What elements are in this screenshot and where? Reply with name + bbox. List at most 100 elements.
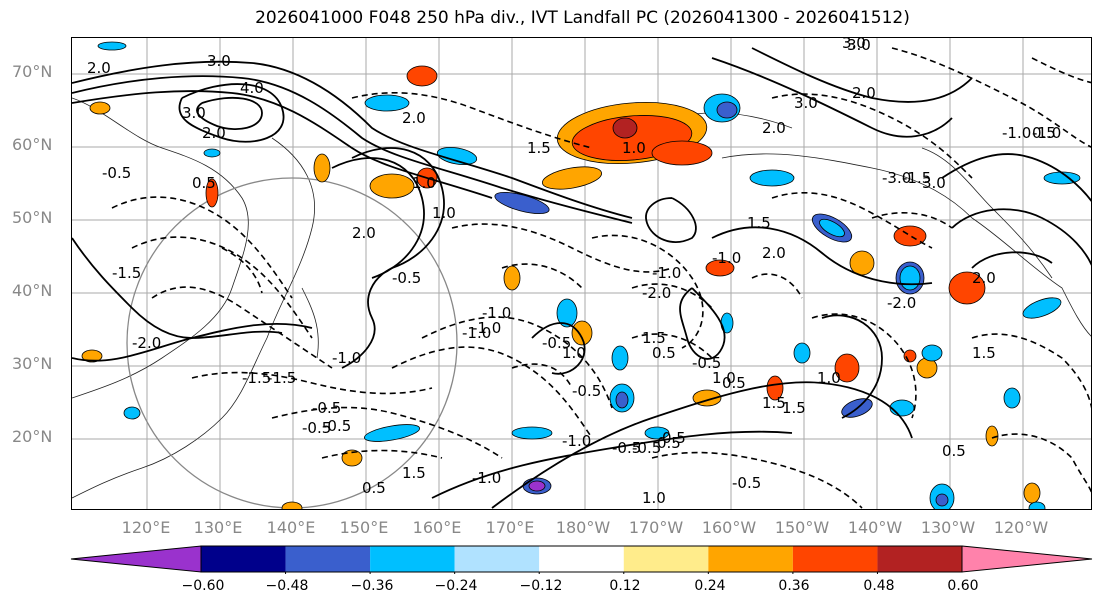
colorbar-tick-label: 0.36 [778, 578, 810, 594]
contour-positive [711, 57, 953, 138]
contour-negative [631, 283, 713, 309]
contour-label: 1.5 [972, 344, 996, 362]
colorbar-tick-label: 0.48 [863, 578, 895, 594]
divergence-cell [571, 320, 593, 346]
divergence-cell [503, 265, 521, 291]
coastline [301, 287, 319, 359]
colorbar-segment [285, 546, 371, 572]
colorbar-segment [539, 546, 624, 572]
contour-positive [196, 96, 263, 130]
contour-label: -0.5 [632, 439, 661, 457]
contour-positive [821, 314, 883, 419]
contour-label: 0.5 [662, 429, 686, 447]
contour-positive [431, 430, 793, 499]
contour-label: 3.0 [207, 52, 231, 70]
colorbar-segment [370, 546, 455, 572]
contour-negative [631, 333, 713, 359]
contour-positive [331, 157, 425, 279]
contour-negative [111, 196, 293, 299]
contour-positive [751, 47, 973, 103]
colorbar-tick-label: 0.12 [609, 578, 641, 594]
contour-label: -2.0 [132, 334, 161, 352]
divergence-cell [749, 169, 795, 187]
divergence-cell [436, 146, 478, 166]
divergence-cell [644, 426, 670, 440]
lon-label: 160°E [412, 518, 462, 537]
lat-label: 70°N [12, 62, 53, 81]
contour-positive [711, 226, 933, 286]
lon-label: 150°W [774, 518, 830, 537]
divergence-cell [97, 41, 127, 51]
contour-label: 1.5 [642, 329, 666, 347]
lon-label: 120°E [121, 518, 171, 537]
contour-label: -0.5 [102, 164, 131, 182]
divergence-cell [363, 424, 421, 442]
contour-positive [971, 251, 1053, 269]
contour-label: -1.0 [1032, 124, 1061, 142]
contour-label: -0.5 [302, 419, 331, 437]
colorbar-tick-label: −0.48 [265, 578, 309, 594]
contour-label: 1.0 [562, 344, 586, 362]
contour-label: 0.5 [652, 344, 676, 362]
colorbar-segment [708, 546, 793, 572]
contour-negative [511, 363, 573, 389]
contour-positive [951, 208, 1091, 266]
contour-label: 1.0 [432, 204, 456, 222]
contour-negative [351, 92, 593, 149]
colorbar-tick-label: −0.12 [519, 578, 563, 594]
coastline [72, 97, 249, 399]
contour-negative [871, 212, 953, 229]
divergence-cell [766, 375, 784, 401]
map-panel: 3.0 2.0 4.0 3.0 2.0 1.0 3.0 2.0 1.0 1.5 3.0 2.0 3.0 0… [71, 37, 1092, 510]
contour-label: -1.5 [902, 169, 931, 187]
contour-label: 2.0 [762, 119, 786, 137]
colorbar-segment [201, 546, 286, 572]
contour-label: -1.5 [112, 264, 141, 282]
contour-negative [991, 433, 1091, 494]
contour-negative [501, 263, 583, 289]
map-canvas: 3.0 2.0 4.0 3.0 2.0 1.0 3.0 2.0 1.0 1.5 3.0 2.0 3.0 0… [72, 38, 1091, 509]
lon-label: 160°W [701, 518, 757, 537]
divergence-cell [793, 342, 811, 364]
divergence-cell [511, 426, 553, 440]
contour-positive [341, 147, 445, 369]
contour-negative [391, 346, 593, 439]
divergence-shading [81, 41, 1081, 509]
contour-label: 0.5 [1032, 124, 1056, 142]
contour-label: -0.5 [392, 269, 421, 287]
lon-label: 170°W [628, 518, 684, 537]
contour-label: -1.5 [242, 369, 271, 387]
contour-negative [191, 371, 433, 395]
contour-label: 2.0 [762, 244, 786, 262]
divergence-cell [556, 298, 578, 328]
contour-label: -0.5 [542, 334, 571, 352]
divergence-cell [1023, 482, 1041, 504]
divergence-cell [203, 148, 221, 158]
contour-label: -1.0 [562, 432, 591, 450]
contour-label: -1.0 [712, 249, 741, 267]
divergence-cell [89, 101, 111, 115]
contour-label: 1.0 [622, 139, 646, 157]
contour-label: 0.5 [942, 442, 966, 460]
contour-negative [651, 451, 863, 509]
contour-negative [771, 192, 933, 249]
divergence-cell [985, 425, 999, 447]
contour-positive [645, 197, 697, 243]
contour-positive [72, 60, 633, 219]
contour-label: 1.0 [642, 489, 666, 507]
divergence-cell [494, 192, 550, 214]
divergence-cell [369, 173, 415, 199]
divergence-cell [364, 94, 410, 112]
contour-negative [891, 47, 1091, 148]
contour-label: -0.5 [572, 382, 601, 400]
contour-label: -1.5 [267, 369, 296, 387]
contour-label: -1.0 [472, 469, 501, 487]
lon-label: 120°W [993, 518, 1049, 537]
divergence-cell [849, 250, 875, 276]
contour-label: -0.5 [612, 439, 641, 457]
contour-negative [751, 273, 803, 299]
divergence-cell [948, 271, 986, 305]
contour-label: 2.0 [202, 124, 226, 142]
divergence-cell [834, 353, 860, 383]
lon-label: 170°E [485, 518, 535, 537]
